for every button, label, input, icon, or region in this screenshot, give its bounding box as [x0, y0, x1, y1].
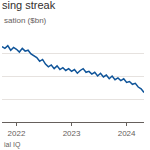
svg-text:2023: 2023	[63, 129, 81, 138]
svg-text:ial IQ: ial IQ	[4, 141, 21, 149]
svg-text:2022: 2022	[8, 129, 26, 138]
svg-text:2024: 2024	[118, 129, 136, 138]
svg-text:sation ($bn): sation ($bn)	[4, 16, 47, 25]
svg-text:sing streak: sing streak	[2, 0, 56, 11]
